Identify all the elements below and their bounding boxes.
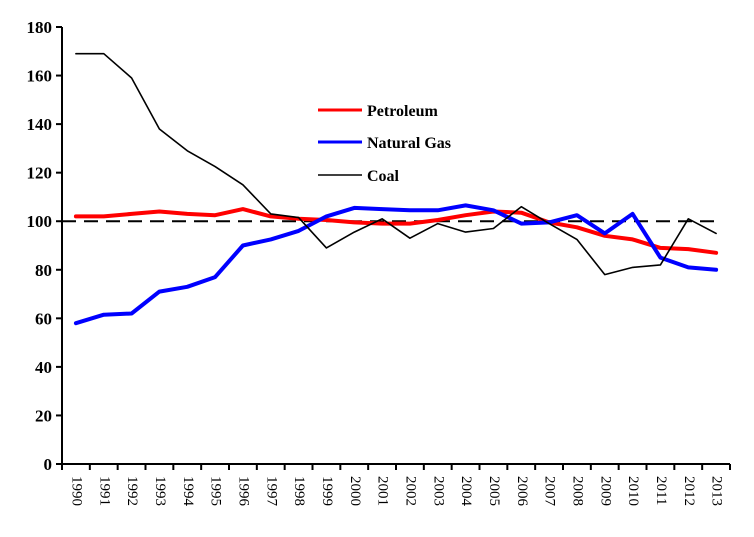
- x-tick-label: 1991: [96, 476, 112, 506]
- y-tick-label: 180: [27, 18, 53, 37]
- x-tick-label: 2009: [597, 476, 613, 506]
- x-tick-label: 2004: [458, 476, 474, 507]
- x-tick-label: 1995: [208, 476, 224, 506]
- y-tick-label: 80: [35, 261, 52, 280]
- x-tick-label: 2013: [709, 476, 725, 506]
- series-line-petroleum: [73, 207, 719, 255]
- y-tick-label: 0: [44, 455, 53, 474]
- x-tick-label: 2011: [653, 476, 669, 505]
- x-tick-label: 1997: [263, 476, 279, 507]
- y-tick-label: 140: [27, 115, 53, 134]
- series-line-coal: [75, 52, 717, 276]
- y-axis-ticks: 0 20 40 60 80 100 120 140 160 180: [27, 18, 62, 474]
- legend-label-natural-gas: Natural Gas: [367, 135, 451, 152]
- x-tick-label: 2000: [347, 476, 363, 506]
- axes: [61, 27, 730, 465]
- x-tick-label: 2012: [681, 476, 697, 506]
- x-tick-label: 1992: [124, 476, 140, 506]
- x-tick-label: 2006: [514, 476, 530, 507]
- x-tick-label: 2003: [430, 476, 446, 506]
- x-tick-label: 1993: [152, 476, 168, 506]
- x-tick-label: 2001: [375, 476, 391, 506]
- y-tick-label: 60: [35, 309, 52, 328]
- x-tick-label: 1994: [180, 476, 196, 507]
- legend: Petroleum Natural Gas Coal: [318, 103, 451, 185]
- x-tick-label: 2008: [569, 476, 585, 506]
- x-tick-label: 2007: [542, 476, 558, 507]
- y-tick-label: 120: [27, 164, 53, 183]
- x-tick-label: 1996: [235, 476, 251, 507]
- x-tick-label: 1998: [291, 476, 307, 506]
- y-tick-label: 20: [35, 406, 52, 425]
- x-tick-label: 2002: [402, 476, 418, 506]
- y-tick-label: 100: [27, 212, 53, 231]
- legend-label-petroleum: Petroleum: [367, 103, 438, 120]
- y-tick-label: 40: [35, 358, 52, 377]
- x-tick-label: 1990: [68, 476, 84, 506]
- legend-label-coal: Coal: [367, 168, 400, 185]
- x-tick-label: 2005: [486, 476, 502, 506]
- x-tick-label: 1999: [319, 476, 335, 506]
- x-tick-label: 2010: [625, 476, 641, 506]
- y-tick-label: 160: [27, 67, 53, 86]
- x-axis-ticks: 1990 1991 1992 1993 1994 1995 1996 1997 1998 1999…: [61, 464, 731, 507]
- series-group: [73, 52, 719, 326]
- series-line-natural-gas: [73, 203, 719, 326]
